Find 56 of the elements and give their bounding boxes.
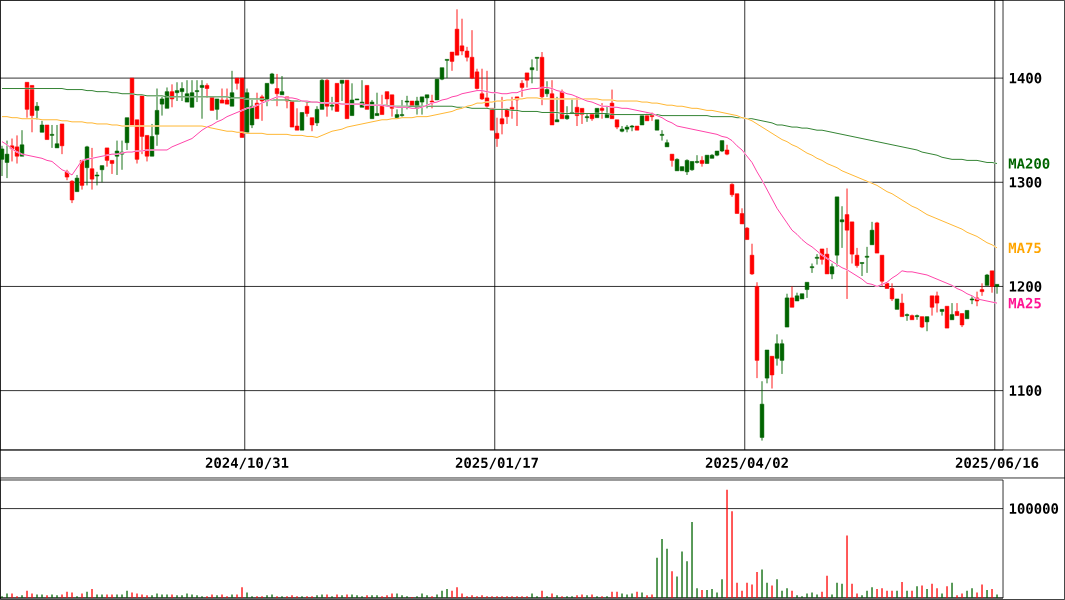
candlestick [904,313,910,322]
candlestick [949,302,955,321]
candlestick [34,101,40,121]
series-label: MA25 [1008,297,1041,309]
candlestick [274,73,280,107]
y-tick-label: 1200 [1009,281,1042,292]
candlestick [69,179,75,204]
candlestick [9,138,15,162]
candlestick [204,82,210,99]
candlestick [329,96,335,111]
candlestick [749,243,755,276]
candlestick [924,316,930,332]
candlestick [814,253,820,266]
series-label: MA200 [1008,158,1050,169]
candlestick [94,171,100,186]
candlestick [939,308,945,317]
candlestick [604,105,610,119]
candlestick [4,140,10,179]
series-label: MA75 [1008,242,1041,254]
candlestick [19,129,25,157]
candlestick [969,295,975,305]
candlestick [529,58,535,84]
candlestick [254,92,260,120]
candlestick [869,221,875,246]
y-tick-label: 1400 [1009,72,1042,84]
candlestick [944,305,950,329]
y-tick-label: 1100 [1009,385,1042,396]
candlestick [599,102,605,120]
x-tick-label: 2025/04/02 [705,457,788,470]
candlestick [219,88,225,104]
candlestick [769,355,775,389]
candlestick [989,270,995,294]
candlestick [584,113,590,123]
candlestick [214,98,220,121]
candlestick [699,155,705,168]
candlestick [564,105,570,121]
candlestick [994,283,1000,295]
candlestick [429,94,435,109]
y-tick-label: 100000 [1009,503,1059,514]
candlestick [979,282,985,297]
candlestick [279,75,285,96]
x-tick-label: 2025/01/17 [455,457,538,470]
candlestick [669,153,675,168]
candlestick [364,84,370,110]
candlestick [809,263,815,274]
candlestick [789,285,795,308]
y-tick-label: 1300 [1009,176,1042,188]
candlestick [339,79,345,102]
candlestick [544,80,550,98]
candlestick [59,123,65,155]
candlestick [914,314,920,321]
x-tick-label: 2024/10/31 [205,457,289,470]
x-tick-label: 2025/06/16 [955,457,1039,470]
candlestick [89,147,95,191]
candlestick [899,293,905,318]
candlestick [554,96,560,123]
